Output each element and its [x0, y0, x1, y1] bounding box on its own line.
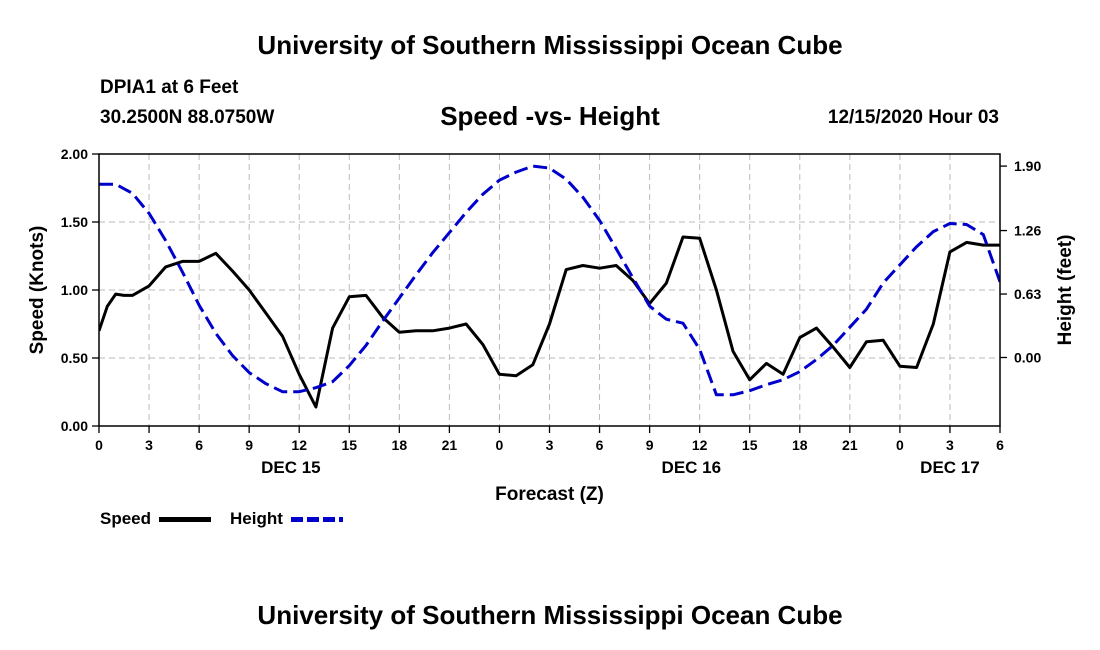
- y-tick-label: 0.50: [61, 350, 88, 366]
- legend-speed-swatch: [159, 517, 211, 522]
- plot-frame: [98, 153, 1001, 427]
- x-tick-label: 3: [145, 437, 153, 453]
- x-tick-label: 15: [742, 437, 758, 453]
- y2-tick-label: 1.90: [1014, 158, 1041, 174]
- x-tick-label: 0: [95, 437, 103, 453]
- y-tick-label: 1.00: [61, 282, 88, 298]
- x-tick-label: 0: [896, 437, 904, 453]
- x-tick-label: 3: [546, 437, 554, 453]
- station-coordinates: 30.2500N 88.0750W: [100, 107, 275, 128]
- x-day-label: DEC 16: [662, 458, 722, 477]
- chart-title: Speed -vs- Height: [440, 101, 660, 131]
- y-tick-label: 2.00: [61, 146, 88, 162]
- forecast-datetime: 12/15/2020 Hour 03: [827, 107, 999, 128]
- x-tick-label: 0: [496, 437, 504, 453]
- x-tick-label: 21: [442, 437, 458, 453]
- y2-axis-title: Height (feet): [1055, 235, 1076, 346]
- y2-tick-label: 0.00: [1014, 349, 1041, 365]
- x-tick-label: 12: [291, 437, 307, 453]
- y-tick-label: 0.00: [61, 418, 88, 434]
- x-day-label: DEC 17: [920, 458, 980, 477]
- y-axis-title: Speed (Knots): [27, 226, 48, 355]
- y-tick-label: 1.50: [61, 214, 88, 230]
- x-tick-label: 6: [596, 437, 604, 453]
- x-tick-label: 18: [392, 437, 408, 453]
- legend-speed-label: Speed: [100, 509, 152, 528]
- legend-height-label: Height: [230, 509, 283, 528]
- station-label: DPIA1 at 6 Feet: [100, 77, 239, 98]
- x-tick-label: 6: [195, 437, 203, 453]
- x-tick-label: 15: [341, 437, 357, 453]
- x-tick-label: 9: [245, 437, 253, 453]
- footer-title: University of Southern Mississippi Ocean…: [257, 600, 843, 630]
- x-day-label: DEC 15: [261, 458, 321, 477]
- y2-tick-label: 1.26: [1014, 223, 1041, 239]
- x-tick-label: 3: [946, 437, 954, 453]
- x-tick-label: 18: [792, 437, 808, 453]
- y2-tick-label: 0.63: [1014, 286, 1041, 302]
- series-line-height: [99, 164, 1000, 397]
- series-line-speed: [99, 235, 1000, 409]
- page-title: University of Southern Mississippi Ocean…: [257, 30, 843, 60]
- x-tick-label: 9: [646, 437, 654, 453]
- x-axis-title: Forecast (Z): [495, 484, 604, 505]
- x-tick-label: 12: [692, 437, 708, 453]
- x-tick-label: 6: [996, 437, 1004, 453]
- x-tick-label: 21: [842, 437, 858, 453]
- legend-height-swatch: [291, 517, 343, 522]
